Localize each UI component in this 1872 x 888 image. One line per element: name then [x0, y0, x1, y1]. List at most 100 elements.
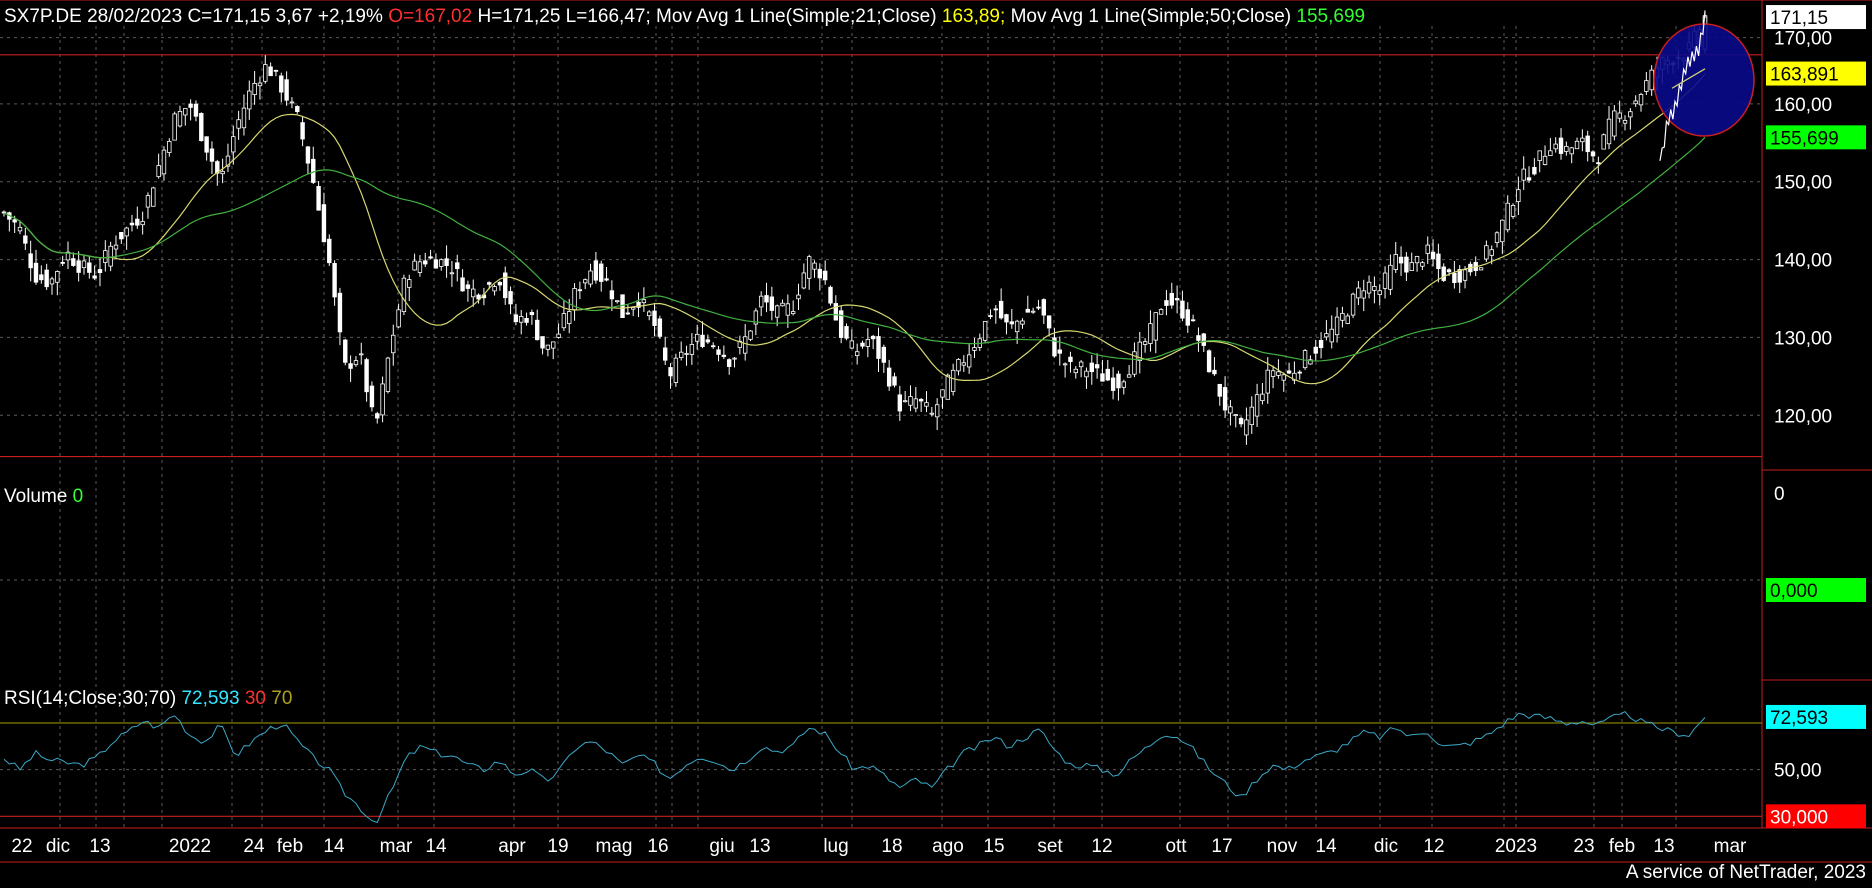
candle-body [124, 227, 129, 237]
candle-body [449, 272, 455, 275]
candle-body [1484, 245, 1489, 260]
ma50-label: Mov Avg 1 Line(Simple;50;Close) [1010, 6, 1292, 27]
candle-body [982, 321, 988, 341]
candle-body [327, 238, 332, 264]
ma50-price-box [1766, 125, 1866, 150]
candle-body [92, 275, 97, 279]
candle-body [28, 253, 33, 269]
x-axis-label: 2023 [1495, 836, 1537, 857]
candle-body [300, 122, 305, 140]
candle-body [407, 279, 412, 288]
candle-body [1025, 308, 1030, 313]
candle-body [945, 374, 951, 400]
candle-body [1206, 350, 1212, 373]
candle-body [1564, 145, 1569, 152]
candle-body [23, 235, 28, 244]
candle-body [1606, 118, 1612, 145]
candle-body [993, 308, 999, 311]
candle-body [188, 103, 193, 108]
candle-body [822, 270, 828, 281]
candle-body [1345, 315, 1350, 324]
highlighted-ma21 [1671, 68, 1706, 89]
ma21-value: 163,89; [941, 6, 1006, 27]
candle-body [1633, 100, 1638, 105]
candle-body [1372, 286, 1377, 291]
rsi-header: RSI(14;Close;30;70) 72,593 30 70 [4, 688, 292, 710]
candle-body [1158, 309, 1164, 315]
x-axis-label: giu [709, 836, 734, 857]
candle-body [1590, 151, 1596, 157]
candle-body [1340, 312, 1345, 321]
candle-body [785, 303, 791, 316]
candle-body [1142, 341, 1148, 345]
candle-body [631, 307, 636, 310]
candle-body [161, 149, 167, 175]
candle-body [1569, 147, 1574, 155]
candle-body [55, 271, 60, 283]
candle-body [1329, 328, 1334, 343]
candle-body [236, 119, 241, 129]
candle-body [311, 158, 316, 183]
candle-body [588, 270, 593, 285]
candle-body [129, 222, 135, 226]
candle-body [145, 195, 151, 208]
candle-body [1313, 346, 1318, 354]
candle-body [1574, 140, 1580, 150]
candle-body [33, 262, 39, 283]
candle-body [684, 353, 689, 355]
x-axis-label: 19 [547, 836, 568, 857]
candle-body [241, 107, 247, 129]
candle-body [353, 360, 359, 366]
candle-body [476, 294, 481, 300]
candle-body [1580, 137, 1585, 143]
candle-body [1558, 137, 1564, 154]
ma21-price-box [1766, 61, 1866, 86]
candle-body [103, 250, 108, 263]
candle-body [1622, 120, 1628, 124]
candle-body [1446, 269, 1452, 273]
candle-body [780, 302, 785, 307]
candle-body [561, 313, 567, 329]
candle-body [545, 344, 551, 350]
candle-body [1510, 205, 1516, 217]
candle-body [1126, 374, 1132, 378]
candle-body [151, 187, 156, 207]
last-price-box [1766, 5, 1866, 30]
candle-body [81, 260, 87, 269]
candle-body [1302, 350, 1308, 369]
candle-body [1334, 316, 1340, 336]
candle-body [289, 101, 295, 104]
candle-body [716, 349, 721, 355]
x-axis-label: dic [1374, 836, 1398, 857]
ma21-price-label: 163,891 [1770, 65, 1839, 86]
candle-body [401, 277, 407, 313]
candle-body [924, 402, 929, 407]
candle-body [252, 83, 257, 96]
candle-body [636, 301, 641, 308]
candle-body [1649, 69, 1654, 91]
candle-body [1404, 256, 1409, 273]
candle-body [1148, 323, 1153, 344]
candle-body [577, 289, 583, 292]
volume-header: Volume 0 [4, 486, 83, 508]
x-axis-label: 12 [1091, 836, 1112, 857]
candle-body [769, 296, 775, 311]
candle-body [1420, 262, 1425, 267]
candle-body [1238, 418, 1244, 425]
candle-body [567, 311, 572, 324]
x-axis-label: 22 [11, 836, 32, 857]
x-axis-label: 14 [425, 836, 447, 857]
candle-body [1169, 292, 1174, 306]
x-axis-label: 14 [1315, 836, 1337, 857]
rsi-value-box [1766, 704, 1866, 729]
candle-body [1542, 155, 1548, 165]
rsi-value-label: 72,593 [1770, 708, 1828, 729]
candle-body [1585, 135, 1590, 153]
candle-body [913, 398, 919, 409]
candle-body [1105, 368, 1110, 381]
candle-body [1388, 264, 1393, 290]
candle-body [439, 259, 444, 267]
candle-body [492, 286, 497, 292]
candle-body [1526, 177, 1532, 181]
